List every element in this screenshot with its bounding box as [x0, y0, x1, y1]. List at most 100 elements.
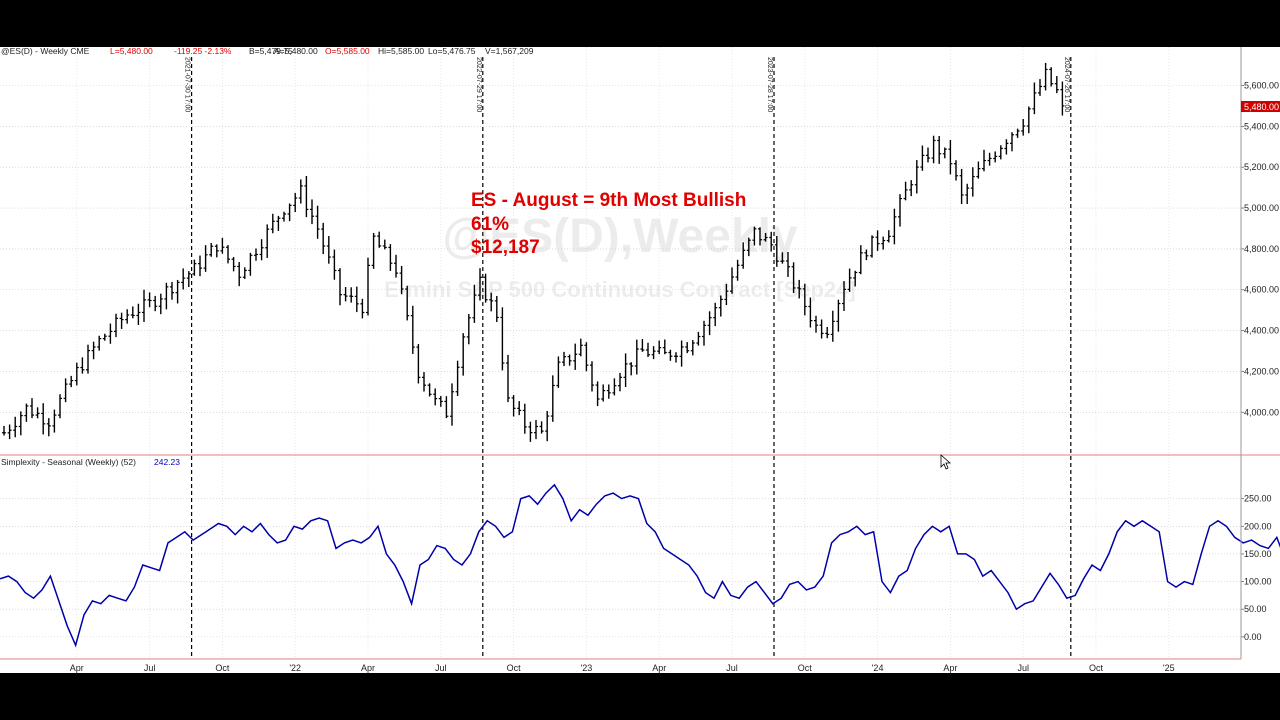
- annotation-title: ES - August = 9th Most Bullish: [471, 190, 746, 211]
- price-bar: [511, 395, 516, 417]
- price-bar: [528, 421, 533, 442]
- price-bar: [573, 343, 578, 370]
- price-bar: [242, 267, 247, 279]
- price-bar: [394, 254, 398, 278]
- price-bar: [1032, 82, 1037, 115]
- price-bar: [181, 268, 186, 290]
- price-tick-label: 4,600.00: [1244, 285, 1279, 295]
- indicator-tick-label: 200.00: [1244, 521, 1272, 531]
- price-bar: [657, 340, 662, 355]
- price-bar: [2, 425, 6, 436]
- header-volume: V=1,567,209: [485, 47, 534, 56]
- price-bar: [898, 194, 902, 227]
- header-low: L=5,480.00: [110, 47, 153, 56]
- price-bar: [265, 224, 270, 258]
- x-tick-label: Apr: [70, 663, 84, 673]
- header-lo: Lo=5,476.75: [428, 47, 476, 56]
- price-bar: [63, 378, 68, 403]
- price-bar: [489, 292, 494, 312]
- x-tick-label: Jul: [435, 663, 447, 673]
- price-bar: [287, 203, 292, 222]
- price-bar: [970, 167, 975, 197]
- x-tick-label: '25: [1163, 663, 1175, 673]
- price-bar: [52, 409, 57, 433]
- price-bar: [993, 151, 998, 163]
- price-bar: [718, 295, 723, 317]
- price-bar: [982, 149, 986, 172]
- price-bar: [746, 237, 751, 257]
- header-ask: A=5,480.00: [274, 47, 318, 56]
- price-bar: [444, 396, 449, 419]
- price-bar: [668, 349, 673, 361]
- price-bar: [629, 362, 634, 376]
- price-bar: [338, 268, 342, 306]
- price-bar: [634, 339, 639, 375]
- x-tick-label: '23: [581, 663, 593, 673]
- price-bar: [987, 152, 992, 166]
- price-bar: [1038, 79, 1042, 96]
- price-bar: [270, 213, 275, 234]
- price-bar: [58, 394, 62, 419]
- price-bar: [254, 248, 258, 261]
- price-tick-label: 5,400.00: [1244, 121, 1279, 131]
- price-bar: [539, 421, 544, 434]
- price-bar: [1004, 139, 1009, 155]
- x-tick-label: Jul: [1017, 663, 1029, 673]
- price-bar: [1043, 62, 1048, 91]
- price-bar: [937, 135, 942, 164]
- price-bar: [282, 211, 286, 222]
- price-bar: [674, 352, 678, 363]
- price-bar: [584, 342, 589, 372]
- x-tick-label: Apr: [652, 663, 666, 673]
- x-tick-label: Oct: [507, 663, 522, 673]
- price-bar: [209, 243, 214, 257]
- indicator-tick-label: 100.00: [1244, 577, 1272, 587]
- price-bar: [545, 410, 550, 442]
- price-bar: [1015, 128, 1020, 138]
- price-bar: [80, 357, 85, 374]
- price-bar: [618, 372, 622, 392]
- annotation-percent: 61%: [471, 214, 509, 235]
- price-bar: [830, 310, 835, 342]
- x-tick-label: Jul: [144, 663, 156, 673]
- price-bar: [30, 398, 34, 419]
- price-bar: [640, 339, 645, 352]
- price-bar: [1021, 118, 1026, 136]
- price-bar: [819, 319, 824, 339]
- x-tick-label: Oct: [798, 663, 813, 673]
- price-bar: [18, 411, 23, 436]
- price-tick-label: 5,600.00: [1244, 81, 1279, 91]
- price-bar: [696, 331, 701, 346]
- price-bar: [774, 235, 779, 267]
- price-bar: [377, 231, 382, 248]
- indicator-line: [0, 483, 1280, 648]
- price-bar: [707, 311, 712, 336]
- price-bar: [534, 420, 538, 440]
- price-bar: [192, 259, 197, 276]
- price-bar: [91, 341, 96, 360]
- price-bar: [931, 135, 936, 164]
- price-bar: [114, 313, 118, 338]
- header-symbol: @ES(D) - Weekly CME: [1, 47, 90, 56]
- price-bar: [125, 309, 130, 324]
- price-bar: [382, 239, 387, 250]
- price-gridlines: [0, 47, 1241, 659]
- price-bar: [405, 285, 410, 321]
- price-bar: [1026, 106, 1031, 134]
- price-bar: [903, 181, 908, 201]
- price-bar: [959, 168, 964, 205]
- price-bar: [226, 245, 230, 264]
- price-bar: [119, 312, 124, 329]
- price-bar: [562, 351, 566, 367]
- indicator-name: Simplexity - Seasonal (Weekly) (52): [1, 457, 136, 467]
- price-bar: [483, 273, 488, 303]
- price-bar: [433, 388, 438, 406]
- price-bar: [343, 287, 348, 302]
- price-bar: [601, 384, 606, 402]
- price-bar: [326, 235, 331, 264]
- price-bar: [623, 353, 628, 387]
- price-bar: [808, 297, 813, 328]
- price-bar: [735, 259, 740, 281]
- price-bar: [438, 396, 443, 407]
- price-bar: [7, 424, 12, 440]
